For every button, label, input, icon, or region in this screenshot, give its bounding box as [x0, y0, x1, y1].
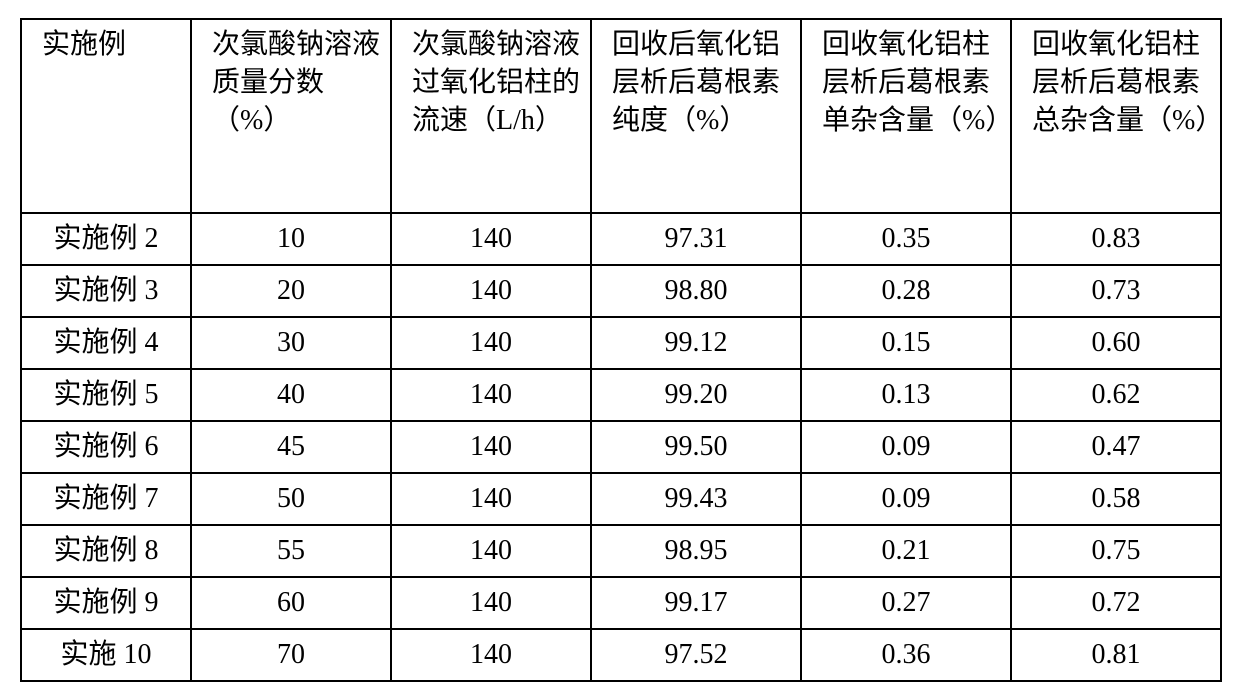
- cell: 实施例 6: [21, 421, 191, 473]
- data-table: 实施例 次氯酸钠溶液质量分数（%） 次氯酸钠溶液过氧化铝柱的流速（L/h） 回收…: [20, 18, 1222, 682]
- cell: 实施例 8: [21, 525, 191, 577]
- cell: 0.15: [801, 317, 1011, 369]
- cell: 140: [391, 473, 591, 525]
- cell: 0.28: [801, 265, 1011, 317]
- cell: 实施例 9: [21, 577, 191, 629]
- cell: 实施例 7: [21, 473, 191, 525]
- cell: 60: [191, 577, 391, 629]
- cell: 98.80: [591, 265, 801, 317]
- col-header: 回收氧化铝柱层析后葛根素单杂含量（%）: [801, 19, 1011, 213]
- cell: 实施例 3: [21, 265, 191, 317]
- cell: 0.72: [1011, 577, 1221, 629]
- cell: 99.20: [591, 369, 801, 421]
- cell: 140: [391, 213, 591, 265]
- table-header-row: 实施例 次氯酸钠溶液质量分数（%） 次氯酸钠溶液过氧化铝柱的流速（L/h） 回收…: [21, 19, 1221, 213]
- col-header: 次氯酸钠溶液过氧化铝柱的流速（L/h）: [391, 19, 591, 213]
- col-header: 实施例: [21, 19, 191, 213]
- cell: 0.58: [1011, 473, 1221, 525]
- cell: 实施例 4: [21, 317, 191, 369]
- cell: 99.50: [591, 421, 801, 473]
- cell: 140: [391, 369, 591, 421]
- col-header: 次氯酸钠溶液质量分数（%）: [191, 19, 391, 213]
- cell: 55: [191, 525, 391, 577]
- cell: 0.13: [801, 369, 1011, 421]
- cell: 140: [391, 265, 591, 317]
- table-row: 实施例 7 50 140 99.43 0.09 0.58: [21, 473, 1221, 525]
- cell: 0.75: [1011, 525, 1221, 577]
- cell: 0.73: [1011, 265, 1221, 317]
- cell: 实施 10: [21, 629, 191, 681]
- cell: 实施例 5: [21, 369, 191, 421]
- cell: 99.17: [591, 577, 801, 629]
- table-row: 实施例 8 55 140 98.95 0.21 0.75: [21, 525, 1221, 577]
- cell: 40: [191, 369, 391, 421]
- table-row: 实施例 9 60 140 99.17 0.27 0.72: [21, 577, 1221, 629]
- table-row: 实施例 5 40 140 99.20 0.13 0.62: [21, 369, 1221, 421]
- cell: 0.27: [801, 577, 1011, 629]
- cell: 70: [191, 629, 391, 681]
- cell: 140: [391, 421, 591, 473]
- cell: 99.12: [591, 317, 801, 369]
- table-row: 实施例 6 45 140 99.50 0.09 0.47: [21, 421, 1221, 473]
- cell: 50: [191, 473, 391, 525]
- cell: 99.43: [591, 473, 801, 525]
- cell: 0.83: [1011, 213, 1221, 265]
- cell: 98.95: [591, 525, 801, 577]
- cell: 0.47: [1011, 421, 1221, 473]
- cell: 10: [191, 213, 391, 265]
- cell: 实施例 2: [21, 213, 191, 265]
- cell: 0.35: [801, 213, 1011, 265]
- cell: 97.52: [591, 629, 801, 681]
- col-header: 回收氧化铝柱层析后葛根素总杂含量（%）: [1011, 19, 1221, 213]
- table-row: 实施 10 70 140 97.52 0.36 0.81: [21, 629, 1221, 681]
- table-row: 实施例 2 10 140 97.31 0.35 0.83: [21, 213, 1221, 265]
- cell: 0.09: [801, 473, 1011, 525]
- cell: 0.36: [801, 629, 1011, 681]
- cell: 45: [191, 421, 391, 473]
- cell: 140: [391, 317, 591, 369]
- col-header: 回收后氧化铝层析后葛根素纯度（%）: [591, 19, 801, 213]
- cell: 97.31: [591, 213, 801, 265]
- cell: 140: [391, 577, 591, 629]
- cell: 0.81: [1011, 629, 1221, 681]
- cell: 0.62: [1011, 369, 1221, 421]
- cell: 140: [391, 525, 591, 577]
- cell: 0.60: [1011, 317, 1221, 369]
- page: 实施例 次氯酸钠溶液质量分数（%） 次氯酸钠溶液过氧化铝柱的流速（L/h） 回收…: [0, 0, 1240, 700]
- table-row: 实施例 4 30 140 99.12 0.15 0.60: [21, 317, 1221, 369]
- cell: 0.21: [801, 525, 1011, 577]
- cell: 0.09: [801, 421, 1011, 473]
- cell: 30: [191, 317, 391, 369]
- cell: 20: [191, 265, 391, 317]
- table-row: 实施例 3 20 140 98.80 0.28 0.73: [21, 265, 1221, 317]
- cell: 140: [391, 629, 591, 681]
